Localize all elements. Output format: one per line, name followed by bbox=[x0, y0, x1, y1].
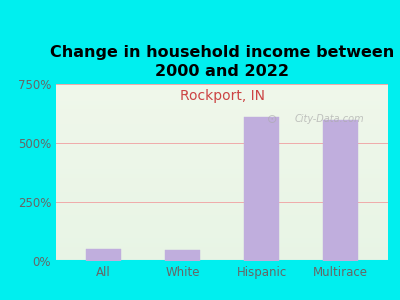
Bar bbox=[165, 250, 200, 261]
Text: ⊙: ⊙ bbox=[266, 113, 277, 126]
Bar bbox=[86, 249, 121, 261]
Bar bbox=[244, 117, 279, 261]
Text: Rockport, IN: Rockport, IN bbox=[180, 89, 264, 103]
Title: Change in household income between
2000 and 2022: Change in household income between 2000 … bbox=[50, 45, 394, 79]
Text: City-Data.com: City-Data.com bbox=[295, 114, 365, 124]
Bar bbox=[323, 120, 358, 261]
